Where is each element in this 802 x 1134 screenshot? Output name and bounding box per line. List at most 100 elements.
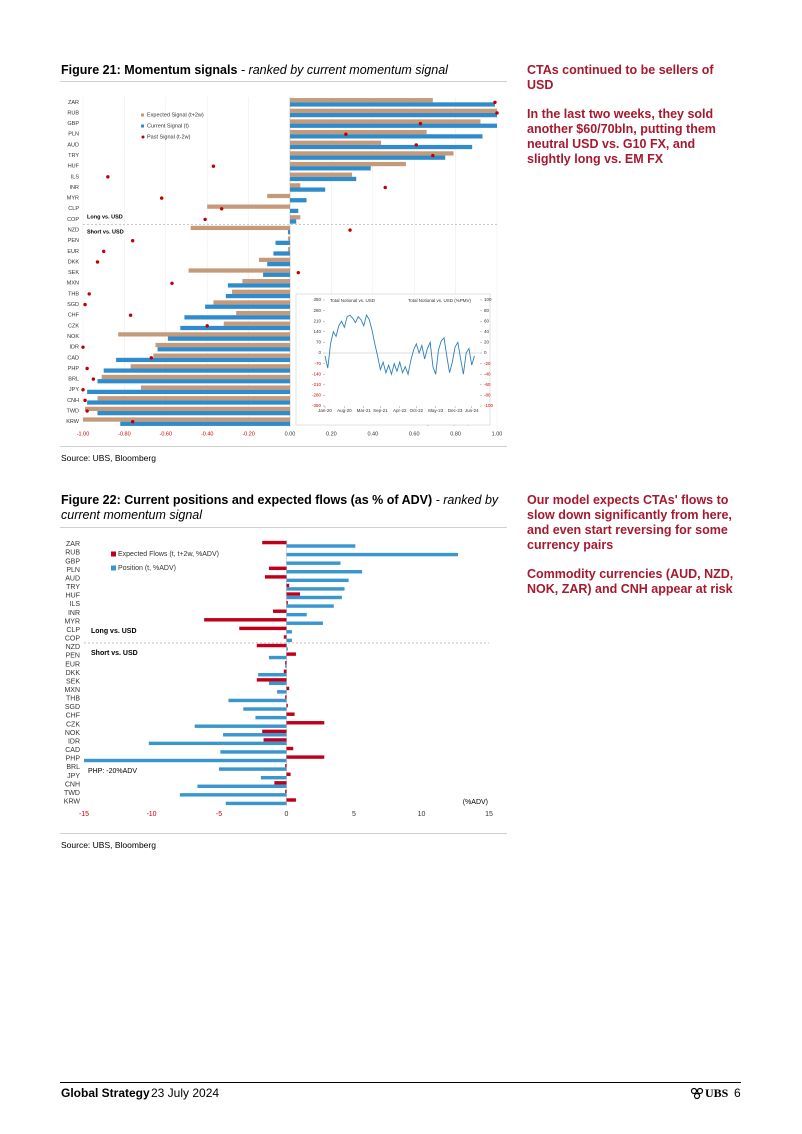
y2-tick-label: 0 (484, 350, 487, 355)
dot (344, 132, 348, 136)
y-tick-label: -210 (312, 382, 322, 387)
category-label: SGD (67, 302, 79, 308)
dot (130, 419, 135, 424)
bar (286, 712, 295, 716)
category-label: TWD (64, 790, 80, 797)
y-tick-label: -70 (314, 361, 321, 366)
bar (286, 798, 296, 802)
bar (84, 758, 287, 763)
dot (83, 302, 87, 307)
y2-axis-title: Total Notional vs. USD (%PMV) (408, 298, 472, 303)
category-label: AUD (65, 575, 80, 582)
figure-title: Figure 22: Current positions and expecte… (61, 493, 511, 523)
dot (296, 270, 300, 275)
x-tick-label: 15 (485, 811, 493, 818)
category-label: PEN (66, 653, 80, 660)
x-tick-label: Oct-22 (410, 408, 424, 413)
bar (220, 750, 287, 754)
bar (118, 332, 290, 337)
bar (286, 587, 345, 591)
category-label: CNH (65, 781, 80, 788)
bar (242, 279, 290, 284)
dot (95, 260, 100, 264)
x-tick-label: 1.00 (492, 431, 503, 437)
dot (203, 217, 207, 222)
category-label: CLP (68, 206, 79, 212)
dot (130, 239, 135, 243)
bar (286, 703, 288, 708)
bar (263, 272, 290, 277)
x-tick-label: 10 (418, 811, 426, 818)
bar (130, 364, 290, 369)
bar (236, 310, 290, 316)
title: Figure 21: Momentum signals (61, 63, 238, 77)
bar (286, 600, 288, 605)
annotation: Short vs. USD (91, 650, 138, 657)
category-label: ZAR (68, 100, 79, 106)
legend-swatch (141, 124, 144, 128)
y-tick-label: 350 (313, 297, 321, 302)
x-tick-label: 0.00 (285, 431, 296, 437)
x-tick-label: -10 (146, 811, 156, 818)
bar (87, 400, 290, 405)
y2-tick-label: -40 (484, 371, 491, 376)
category-label: AUD (67, 142, 79, 148)
bar (275, 240, 290, 245)
brand-logo (690, 1087, 704, 1099)
line (324, 313, 475, 376)
bar (262, 540, 287, 545)
bar (103, 368, 290, 373)
y2-tick-label: 80 (484, 308, 490, 313)
category-label: COP (65, 636, 81, 643)
bar (290, 119, 481, 124)
bar (207, 204, 290, 209)
category-label: NZD (68, 228, 79, 234)
title: Figure 22: Current positions and expecte… (61, 493, 433, 507)
annotation: Short vs. USD (87, 229, 124, 235)
bar (290, 102, 495, 107)
bar (180, 325, 290, 331)
y2-tick-label: -20 (484, 361, 491, 366)
category-label: CNH (67, 398, 79, 404)
bar (290, 140, 382, 145)
logo-key (693, 1092, 701, 1099)
bar (286, 570, 363, 574)
bar (286, 592, 300, 596)
bar (290, 187, 326, 192)
bar (286, 561, 341, 565)
category-label: CAD (65, 747, 80, 754)
dot (219, 207, 224, 211)
category-label: MYR (64, 618, 80, 625)
annotation: Long vs. USD (87, 214, 123, 220)
bar (286, 578, 349, 583)
category-label: GBP (65, 558, 80, 565)
dot (383, 185, 387, 190)
dot (159, 196, 164, 200)
bar (274, 781, 287, 785)
category-label: NOK (65, 730, 81, 737)
legend-label: Current Signal (t) (147, 123, 189, 129)
dot (431, 153, 435, 158)
bar (243, 707, 287, 711)
bar (260, 775, 287, 780)
bar (87, 389, 290, 394)
legend-dot (141, 135, 145, 139)
y2-tick-label: 60 (484, 318, 490, 323)
category-label: THB (68, 291, 79, 297)
x-tick-label: 0.60 (409, 431, 420, 437)
x-tick-label: -0.40 (201, 431, 214, 437)
dot (149, 356, 154, 360)
note-body: In the last two weeks, they sold another… (527, 107, 716, 166)
category-label: KRW (64, 799, 81, 806)
x-tick-label: Dec-23 (448, 408, 463, 413)
category-label: EUR (65, 661, 80, 668)
dot (85, 366, 89, 371)
legend-label: Position (t, %ADV) (118, 565, 176, 572)
legend-swatch (111, 565, 116, 571)
category-label: MYR (67, 196, 79, 202)
annotation: (%ADV) (463, 799, 488, 806)
bar (290, 208, 299, 214)
bar (268, 566, 287, 571)
bar (290, 108, 497, 113)
